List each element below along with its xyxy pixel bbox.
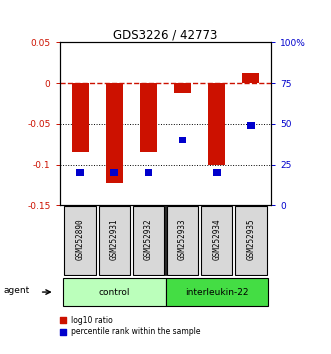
Bar — [242, 73, 260, 83]
Text: GSM252931: GSM252931 — [110, 218, 119, 260]
Bar — [174, 83, 191, 93]
Text: interleukin-22: interleukin-22 — [185, 287, 249, 297]
Bar — [201, 206, 232, 275]
Text: percentile rank within the sample: percentile rank within the sample — [71, 327, 201, 336]
Bar — [235, 206, 267, 275]
Bar — [111, 170, 118, 176]
Bar — [145, 170, 152, 176]
Bar — [247, 122, 255, 129]
Point — [60, 318, 66, 323]
Bar — [106, 83, 123, 183]
Text: GSM252934: GSM252934 — [212, 218, 221, 260]
Bar — [76, 170, 84, 176]
Bar — [179, 137, 186, 143]
Bar — [71, 83, 89, 152]
Bar — [208, 83, 225, 165]
Bar — [133, 206, 164, 275]
Text: control: control — [99, 287, 130, 297]
Bar — [213, 170, 220, 176]
Bar — [166, 278, 268, 306]
Text: GSM252932: GSM252932 — [144, 218, 153, 260]
Text: GSM252935: GSM252935 — [246, 218, 256, 260]
Bar — [99, 206, 130, 275]
Title: GDS3226 / 42773: GDS3226 / 42773 — [113, 28, 218, 41]
Bar — [63, 278, 166, 306]
Text: log10 ratio: log10 ratio — [71, 316, 113, 325]
Bar — [167, 206, 198, 275]
Text: agent: agent — [3, 286, 29, 295]
Text: GSM252890: GSM252890 — [75, 218, 85, 260]
Text: GSM252933: GSM252933 — [178, 218, 187, 260]
Bar — [140, 83, 157, 152]
Bar — [64, 206, 96, 275]
Point — [60, 329, 66, 335]
